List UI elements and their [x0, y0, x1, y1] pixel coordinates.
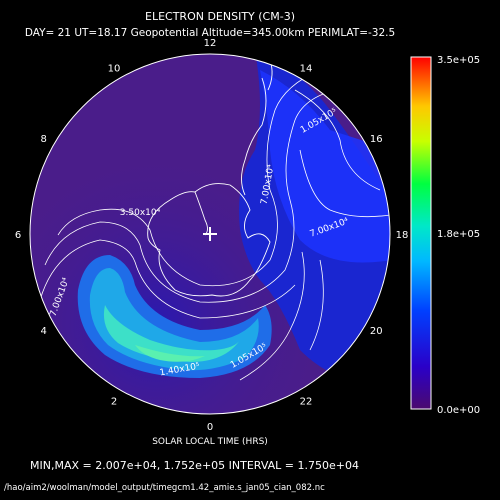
local-time-tick-labels: 12 14 16 18 20 22 0 2 4 6 8 10	[15, 38, 409, 433]
tick-label: 14	[300, 64, 313, 75]
tick-label: 20	[370, 326, 383, 337]
tick-label: 12	[204, 38, 217, 49]
tick-label: 0	[207, 422, 213, 433]
tick-label: 6	[15, 230, 21, 241]
x-axis-label: SOLAR LOCAL TIME (HRS)	[152, 437, 268, 447]
colorbar-labels: 3.5e+05 1.8e+05 0.0e+00	[437, 55, 480, 416]
source-path: /hao/aim2/woolman/model_output/timegcm1.…	[4, 483, 325, 493]
stats-text: MIN,MAX = 2.007e+04, 1.752e+05 INTERVAL …	[30, 459, 359, 472]
chart-subtitle: DAY= 21 UT=18.17 Geopotential Altitude=3…	[25, 27, 395, 39]
polar-map-disc	[30, 54, 390, 414]
polar-boundary	[29, 53, 391, 415]
tick-label: 22	[300, 396, 313, 407]
tick-label: 18	[396, 230, 409, 241]
colorbar-tick-label: 3.5e+05	[437, 55, 480, 66]
tick-label: 4	[41, 326, 47, 337]
tick-label: 8	[41, 134, 47, 145]
tick-label: 10	[108, 64, 121, 75]
chart-title: ELECTRON DENSITY (CM-3)	[145, 10, 295, 23]
tick-label: 2	[111, 396, 117, 407]
contour-label: 3.50x10⁴	[120, 208, 161, 218]
contour-lines	[39, 69, 390, 381]
colorbar-tick-label: 0.0e+00	[437, 405, 480, 416]
colorbar	[410, 56, 432, 410]
tick-label: 16	[370, 134, 383, 145]
colorbar-tick-label: 1.8e+05	[437, 229, 480, 240]
pole-marker	[203, 227, 217, 241]
